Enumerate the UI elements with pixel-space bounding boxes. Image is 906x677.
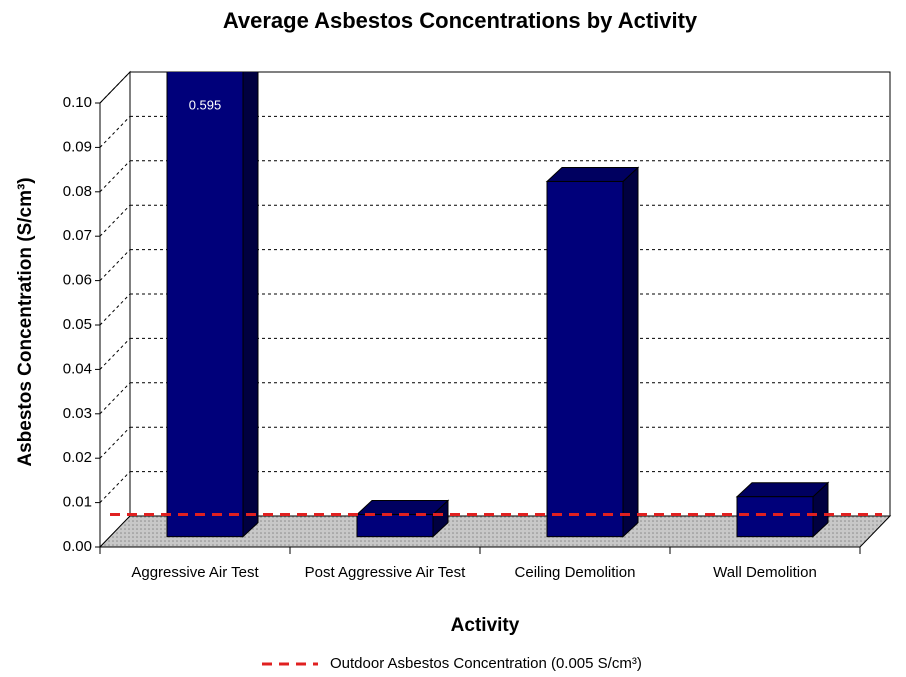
bar-side <box>242 72 259 538</box>
bars <box>166 72 830 538</box>
chart-title: Average Asbestos Concentrations by Activ… <box>223 8 698 33</box>
side-grid-line <box>99 116 131 148</box>
y-tick-label: 0.08 <box>63 183 92 200</box>
y-tick-label: 0.07 <box>63 227 92 244</box>
x-axis-label: Activity <box>451 615 520 636</box>
bar <box>736 496 814 538</box>
y-tick-label: 0.02 <box>63 449 92 466</box>
bar <box>356 513 434 538</box>
legend-label: Outdoor Asbestos Concentration (0.005 S/… <box>330 655 642 672</box>
side-grid-line <box>99 426 131 459</box>
side-grid-line <box>99 293 131 326</box>
bar-side <box>622 166 639 538</box>
y-tick-label: 0.05 <box>63 316 92 333</box>
side-grid-line <box>99 471 131 503</box>
side-grid-line <box>99 338 131 370</box>
y-tick-label: 0.01 <box>63 494 92 511</box>
x-tick-label: Aggressive Air Test <box>131 564 259 581</box>
y-axis-label: Asbestos Concentration (S/cm³) <box>15 177 36 466</box>
side-grid-line <box>99 204 131 237</box>
x-tick-label: Ceiling Demolition <box>514 564 636 581</box>
data-label: 0.595 <box>189 97 222 112</box>
x-tick-label: Wall Demolition <box>713 564 817 581</box>
y-tick-label: 0.10 <box>63 94 92 111</box>
y-tick-label: 0.03 <box>63 405 92 422</box>
bar-top <box>355 499 450 515</box>
side-grid-line <box>99 382 131 415</box>
y-tick-label: 0.00 <box>63 538 92 555</box>
bar-top <box>545 166 640 182</box>
bar <box>166 72 244 538</box>
y-tick-label: 0.04 <box>63 360 92 377</box>
side-grid-line <box>99 160 131 193</box>
y-tick-label: 0.09 <box>63 138 92 155</box>
y-tick-label: 0.06 <box>63 272 92 289</box>
x-tick-label: Post Aggressive Air Test <box>304 564 466 581</box>
bar <box>546 180 624 538</box>
side-grid-line <box>99 249 131 281</box>
bar-top <box>735 482 830 498</box>
side-grid-line <box>99 71 131 104</box>
